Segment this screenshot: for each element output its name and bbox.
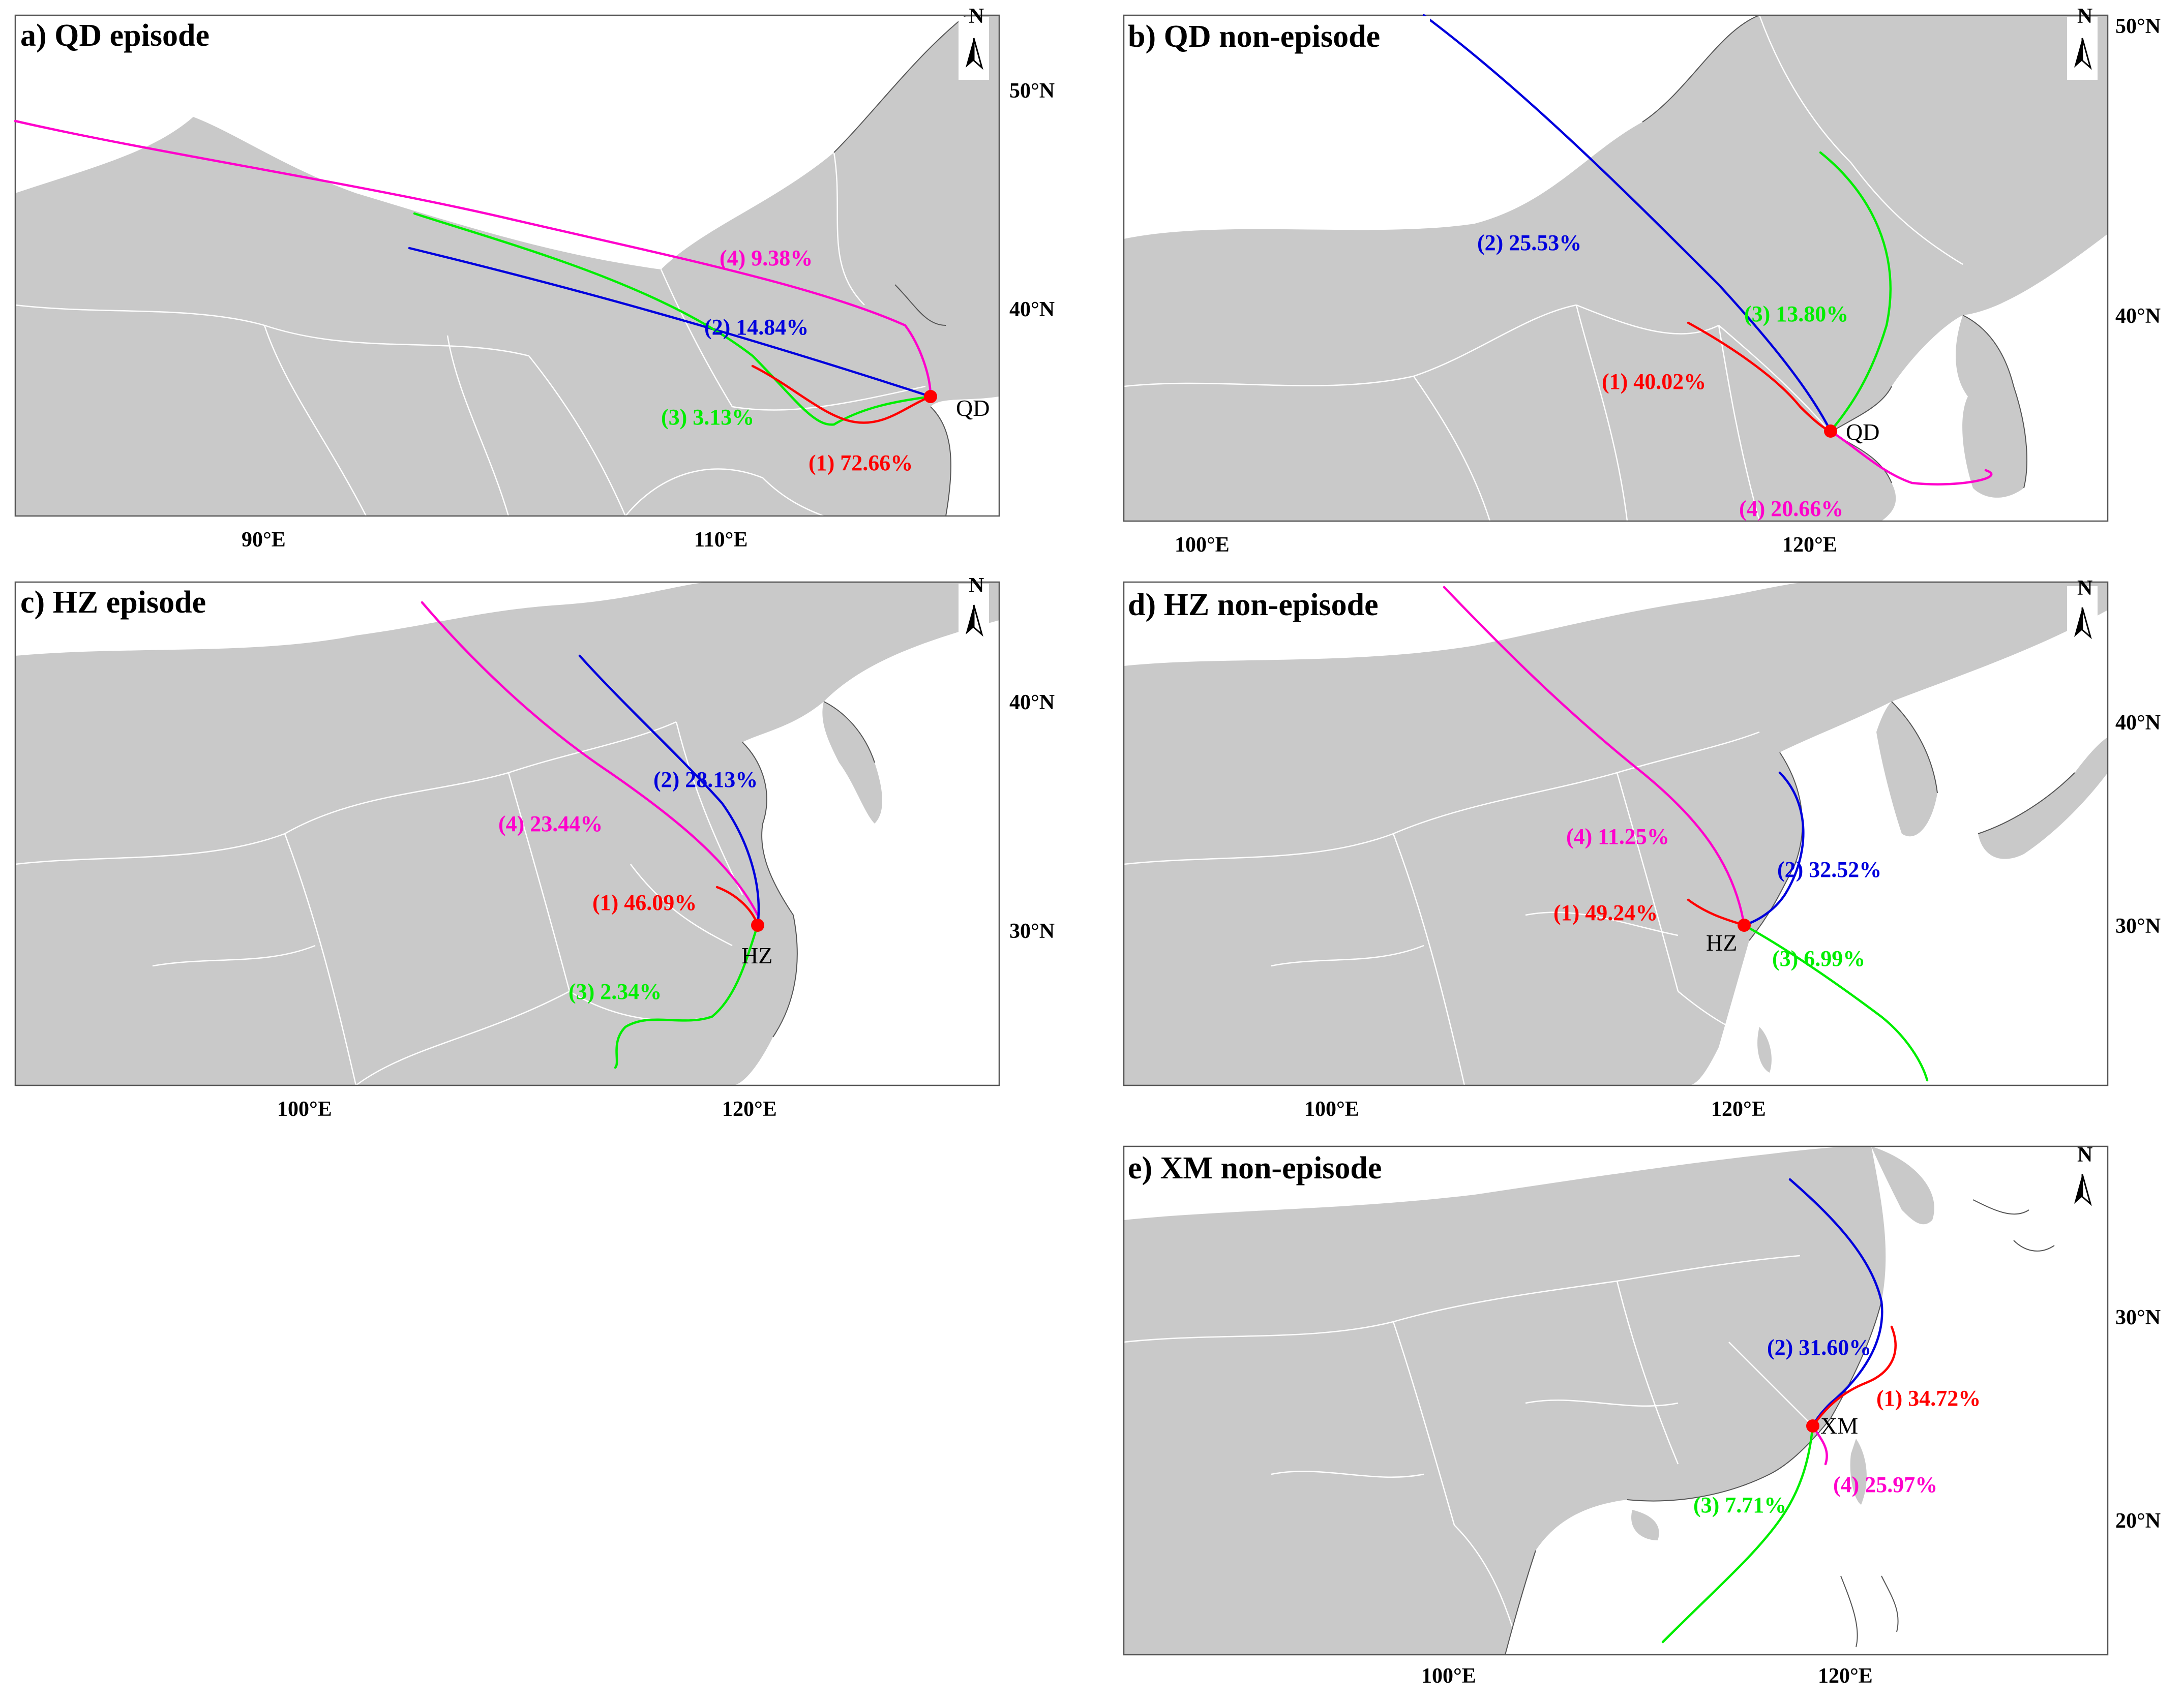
north-label-d: N bbox=[2077, 576, 2092, 600]
lon-tick-e-2: 120°E bbox=[1818, 1664, 1873, 1688]
label-2-d: (2) 32.52% bbox=[1777, 857, 1881, 882]
trajectory-3-d bbox=[1743, 924, 1929, 1082]
north-label-a: N bbox=[969, 5, 984, 28]
panel-title-c: c) HZ episode bbox=[20, 585, 206, 620]
site-dot-icon bbox=[924, 390, 937, 403]
label-4-e: (4) 25.97% bbox=[1833, 1472, 1937, 1497]
label-2-e: (2) 31.60% bbox=[1767, 1335, 1871, 1360]
site-label-c: HZ bbox=[741, 943, 772, 968]
label-3-b: (3) 13.80% bbox=[1744, 301, 1848, 326]
label-2-c: (2) 28.13% bbox=[653, 767, 758, 792]
label-4-c: (4) 23.44% bbox=[498, 811, 603, 836]
panel-d: HZ (4) 11.25% (2) 32.52% (1) 49.24% (3) … bbox=[1123, 576, 2161, 1121]
lat-tick-b-1: 50°N bbox=[2115, 15, 2161, 38]
site-label-d: HZ bbox=[1706, 930, 1737, 956]
label-4-b: (4) 20.66% bbox=[1739, 496, 1843, 521]
lon-tick-d-1: 100°E bbox=[1304, 1098, 1359, 1121]
trajectory-3-a bbox=[413, 212, 932, 426]
trajectory-2-e bbox=[1788, 1178, 1883, 1427]
trajectory-2-d bbox=[1743, 771, 1805, 927]
trajectory-1-e bbox=[1811, 1325, 1897, 1427]
lon-tick-c-1: 100°E bbox=[277, 1098, 332, 1121]
map-a bbox=[15, 15, 999, 516]
trajectory-2-c bbox=[578, 654, 760, 927]
lon-tick-a-1: 90°E bbox=[242, 528, 286, 552]
label-1-b: (1) 40.02% bbox=[1602, 369, 1706, 394]
lon-tick-a-2: 110°E bbox=[694, 528, 748, 552]
trajectory-3-c bbox=[614, 924, 759, 1069]
lat-tick-d-2: 30°N bbox=[2115, 915, 2161, 938]
lat-tick-e-2: 20°N bbox=[2115, 1509, 2161, 1533]
lat-tick-c-2: 30°N bbox=[1009, 920, 1055, 943]
label-3-e: (3) 7.71% bbox=[1693, 1493, 1786, 1517]
site-dot-icon bbox=[1738, 919, 1751, 932]
label-3-a: (3) 3.13% bbox=[661, 405, 754, 430]
label-1-e: (1) 34.72% bbox=[1876, 1386, 1981, 1411]
trajectory-3-e bbox=[1661, 1424, 1814, 1644]
panel-title-d: d) HZ non-episode bbox=[1128, 588, 1379, 622]
map-b bbox=[1124, 15, 2108, 521]
trajectory-4-d bbox=[1443, 586, 1746, 927]
site-label-a: QD bbox=[956, 395, 990, 421]
trajectory-1-b bbox=[1687, 321, 1832, 433]
label-2-a: (2) 14.84% bbox=[704, 315, 809, 340]
panel-b: QD (2) 25.53% (3) 13.80% (1) 40.02% (4) … bbox=[1123, 5, 2161, 557]
north-label-c: N bbox=[969, 574, 984, 597]
label-4-a: (4) 9.38% bbox=[720, 246, 813, 270]
label-4-d: (4) 11.25% bbox=[1566, 824, 1669, 849]
lon-tick-e-1: 100°E bbox=[1421, 1664, 1476, 1688]
lon-tick-d-2: 120°E bbox=[1711, 1098, 1766, 1121]
label-1-a: (1) 72.66% bbox=[809, 450, 913, 475]
lon-tick-c-2: 120°E bbox=[722, 1098, 777, 1121]
label-1-c: (1) 46.09% bbox=[592, 890, 697, 915]
trajectory-4-a bbox=[14, 119, 932, 398]
site-label-b: QD bbox=[1846, 419, 1879, 445]
trajectory-3-b bbox=[1819, 151, 1892, 433]
trajectory-2-a bbox=[408, 247, 932, 398]
lat-tick-e-1: 30°N bbox=[2115, 1306, 2161, 1329]
map-d bbox=[1124, 582, 2108, 1085]
panel-title-b: b) QD non-episode bbox=[1128, 19, 1380, 54]
site-dot-icon bbox=[1824, 424, 1837, 438]
lat-tick-a-2: 40°N bbox=[1009, 298, 1055, 321]
lat-tick-d-1: 40°N bbox=[2115, 711, 2161, 735]
lat-tick-c-1: 40°N bbox=[1009, 691, 1055, 714]
lon-tick-b-2: 120°E bbox=[1782, 533, 1837, 557]
trajectory-1-a bbox=[751, 364, 932, 424]
trajectory-4-b bbox=[1829, 430, 1993, 485]
map-e bbox=[1124, 1146, 2055, 1655]
north-label-e: N bbox=[2077, 1143, 2092, 1167]
lat-tick-a-1: 50°N bbox=[1009, 79, 1055, 103]
site-dot-icon bbox=[751, 919, 764, 932]
panel-title-a: a) QD episode bbox=[20, 18, 210, 53]
trajectory-4-c bbox=[421, 601, 759, 917]
map-c bbox=[15, 582, 999, 1085]
panel-a: QD (4) 9.38% (2) 14.84% (3) 3.13% (1) 72… bbox=[14, 5, 1055, 552]
panel-title-e: e) XM non-episode bbox=[1128, 1151, 1382, 1186]
north-label-b: N bbox=[2077, 5, 2092, 28]
label-1-d: (1) 49.24% bbox=[1553, 900, 1658, 925]
site-label-e: XM bbox=[1820, 1413, 1858, 1439]
label-3-c: (3) 2.34% bbox=[569, 979, 662, 1004]
panel-c: HZ (2) 28.13% (4) 23.44% (1) 46.09% (3) … bbox=[14, 574, 1055, 1121]
label-3-d: (3) 6.99% bbox=[1772, 946, 1865, 971]
site-dot-icon bbox=[1806, 1419, 1819, 1433]
panel-e: XM (2) 31.60% (1) 34.72% (4) 25.97% (3) … bbox=[1123, 1143, 2161, 1688]
trajectory-2-b bbox=[1422, 14, 1832, 433]
label-2-b: (2) 25.53% bbox=[1477, 230, 1581, 255]
lat-tick-b-2: 40°N bbox=[2115, 305, 2161, 328]
lon-tick-b-1: 100°E bbox=[1175, 533, 1230, 557]
